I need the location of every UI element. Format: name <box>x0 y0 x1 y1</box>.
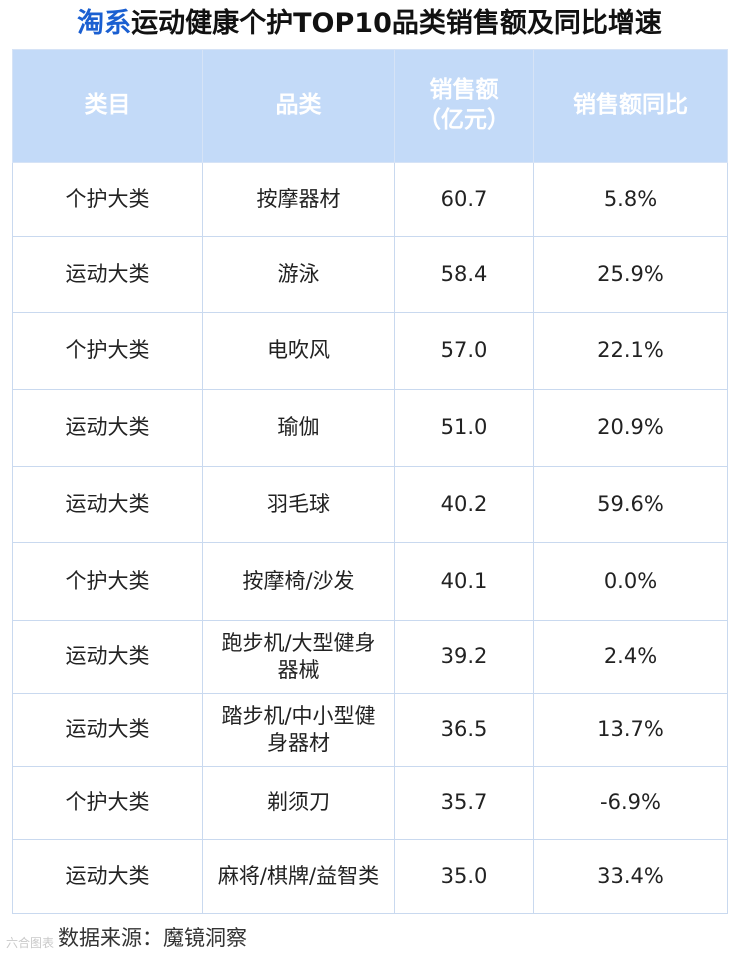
cell-category: 个护大类 <box>12 162 203 237</box>
header-sales-line1: 销售额 <box>429 77 499 104</box>
cell-sales: 51.0 <box>394 389 534 467</box>
table-body: 个护大类 按摩器材 60.7 5.8% 运动大类 游泳 58.4 25.9% 个护大类 电吹风 57… <box>12 162 728 914</box>
cell-sales: 39.2 <box>394 620 534 694</box>
table-row: 运动大类 游泳 58.4 25.9% <box>12 236 728 313</box>
header-sales-line2: （亿元） <box>418 107 510 133</box>
title-text: 运动健康个护TOP10品类销售额及同比增速 <box>131 8 662 39</box>
cell-category: 个护大类 <box>12 542 203 621</box>
cell-yoy: 59.6% <box>533 466 728 543</box>
cell-product: 剃须刀 <box>202 766 395 840</box>
table-row: 运动大类 跑步机/大型健身器械 39.2 2.4% <box>12 620 728 694</box>
cell-category: 运动大类 <box>12 389 203 467</box>
cell-sales: 60.7 <box>394 162 534 237</box>
cell-category: 个护大类 <box>12 766 203 840</box>
cell-yoy: 33.4% <box>533 839 728 914</box>
cell-sales: 35.0 <box>394 839 534 914</box>
cell-category: 运动大类 <box>12 620 203 694</box>
cell-yoy: -6.9% <box>533 766 728 840</box>
data-table: 类目 品类 销售额 （亿元） 销售额同比 个护大类 按摩器材 60.7 5.8% 运动大类… <box>12 49 728 914</box>
cell-yoy: 20.9% <box>533 389 728 467</box>
table-row: 个护大类 剃须刀 35.7 -6.9% <box>12 766 728 840</box>
cell-product: 电吹风 <box>202 312 395 390</box>
cell-yoy: 0.0% <box>533 542 728 621</box>
cell-product: 按摩椅/沙发 <box>202 542 395 621</box>
table-row: 运动大类 羽毛球 40.2 59.6% <box>12 466 728 543</box>
table-row: 运动大类 麻将/棋牌/益智类 35.0 33.4% <box>12 839 728 914</box>
cell-sales: 40.1 <box>394 542 534 621</box>
cell-product: 跑步机/大型健身器械 <box>202 620 395 694</box>
cell-sales: 58.4 <box>394 236 534 313</box>
cell-yoy: 22.1% <box>533 312 728 390</box>
header-yoy: 销售额同比 <box>533 49 728 163</box>
cell-product: 按摩器材 <box>202 162 395 237</box>
cell-yoy: 25.9% <box>533 236 728 313</box>
cell-sales: 57.0 <box>394 312 534 390</box>
header-sales: 销售额 （亿元） <box>394 49 534 163</box>
cell-category: 运动大类 <box>12 236 203 313</box>
cell-yoy: 2.4% <box>533 620 728 694</box>
header-product: 品类 <box>202 49 395 163</box>
header-row: 类目 品类 销售额 （亿元） 销售额同比 <box>12 49 728 163</box>
title-brand: 淘系 <box>77 8 132 39</box>
table-row: 个护大类 按摩器材 60.7 5.8% <box>12 162 728 237</box>
header-category: 类目 <box>12 49 203 163</box>
cell-category: 运动大类 <box>12 466 203 543</box>
cell-product: 麻将/棋牌/益智类 <box>202 839 395 914</box>
table-row: 运动大类 瑜伽 51.0 20.9% <box>12 389 728 467</box>
cell-product: 踏步机/中小型健身器材 <box>202 693 395 767</box>
cell-product: 瑜伽 <box>202 389 395 467</box>
table-row: 个护大类 电吹风 57.0 22.1% <box>12 312 728 390</box>
cell-yoy: 5.8% <box>533 162 728 237</box>
cell-sales: 35.7 <box>394 766 534 840</box>
source-note: 数据来源：魔镜洞察 <box>58 926 247 950</box>
cell-yoy: 13.7% <box>533 693 728 767</box>
cell-category: 运动大类 <box>12 693 203 767</box>
cell-sales: 40.2 <box>394 466 534 543</box>
table-row: 运动大类 踏步机/中小型健身器材 36.5 13.7% <box>12 693 728 767</box>
cell-sales: 36.5 <box>394 693 534 767</box>
cell-category: 个护大类 <box>12 312 203 390</box>
watermark: 六合图表 <box>6 936 55 950</box>
page-title: 淘系运动健康个护TOP10品类销售额及同比增速 <box>0 2 739 46</box>
cell-product: 游泳 <box>202 236 395 313</box>
cell-product: 羽毛球 <box>202 466 395 543</box>
cell-category: 运动大类 <box>12 839 203 914</box>
table-row: 个护大类 按摩椅/沙发 40.1 0.0% <box>12 542 728 621</box>
